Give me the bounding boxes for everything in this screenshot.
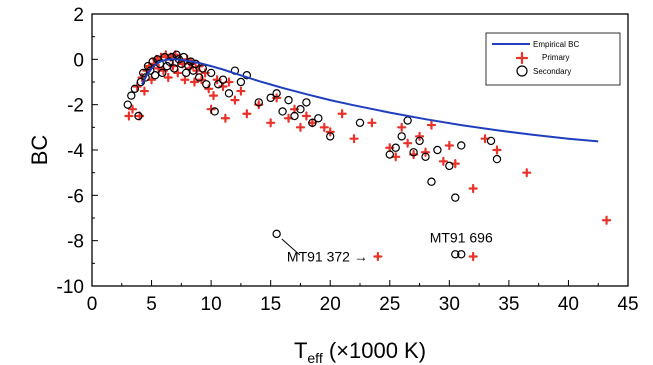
secondary-point bbox=[458, 142, 465, 149]
primary-point bbox=[404, 140, 411, 147]
y-tick-label: -8 bbox=[67, 232, 84, 253]
secondary-point bbox=[446, 162, 453, 169]
primary-point bbox=[523, 169, 530, 176]
annotation-label: MT91 372 → bbox=[287, 249, 368, 265]
secondary-point bbox=[279, 108, 286, 115]
secondary-point bbox=[124, 101, 131, 108]
x-tick-label: 0 bbox=[87, 294, 98, 315]
primary-point bbox=[297, 124, 304, 131]
x-tick-label: 45 bbox=[617, 294, 638, 315]
primary-point bbox=[237, 88, 244, 95]
primary-point bbox=[368, 119, 375, 126]
primary-point bbox=[267, 119, 274, 126]
secondary-point bbox=[398, 133, 405, 140]
y-tick-label: 2 bbox=[73, 5, 84, 26]
secondary-point bbox=[273, 230, 280, 237]
secondary-point bbox=[237, 78, 244, 85]
y-tick-label: -10 bbox=[57, 277, 84, 298]
primary-point bbox=[222, 115, 229, 122]
x-tick-label: 15 bbox=[260, 294, 281, 315]
legend: Empirical BC Primary Secondary bbox=[486, 33, 620, 85]
secondary-point bbox=[182, 69, 189, 76]
primary-point bbox=[141, 88, 148, 95]
primary-point bbox=[493, 147, 500, 154]
x-axis-ticks: 0 5 10 15 20 25 30 35 40 45 bbox=[87, 280, 639, 315]
primary-point bbox=[231, 97, 238, 104]
secondary-point bbox=[493, 155, 500, 162]
y-tick-label: -6 bbox=[67, 186, 84, 207]
primary-point bbox=[351, 135, 358, 142]
y-tick-label: -2 bbox=[67, 96, 84, 117]
legend-primary-label: Primary bbox=[542, 53, 570, 62]
primary-point bbox=[181, 76, 188, 83]
secondary-point bbox=[303, 99, 310, 106]
y-tick-label: -4 bbox=[67, 141, 84, 162]
primary-point bbox=[125, 113, 132, 120]
y-axis-title: BC bbox=[27, 135, 52, 166]
y-tick-label: 0 bbox=[73, 50, 84, 71]
primary-point bbox=[339, 110, 346, 117]
x-tick-label: 5 bbox=[146, 294, 157, 315]
x-tick-label: 40 bbox=[558, 294, 579, 315]
secondary-point bbox=[434, 146, 441, 153]
primary-point bbox=[470, 253, 477, 260]
secondary-point bbox=[128, 92, 135, 99]
secondary-point bbox=[225, 90, 232, 97]
x-axis-title: Teff (×1000 K) bbox=[294, 338, 426, 365]
primary-point bbox=[303, 113, 310, 120]
primary-point bbox=[321, 124, 328, 131]
x-axis-title-rest: (×1000 K) bbox=[323, 338, 426, 363]
primary-point bbox=[470, 185, 477, 192]
primary-point bbox=[398, 124, 405, 131]
primary-point bbox=[243, 110, 250, 117]
x-tick-label: 20 bbox=[320, 294, 341, 315]
secondary-point bbox=[404, 117, 411, 124]
secondary-point bbox=[356, 119, 363, 126]
x-axis-title-sub: eff bbox=[307, 350, 322, 365]
annotations: MT91 372 → MT91 696 bbox=[282, 229, 493, 264]
annotation-label: MT91 696 bbox=[430, 229, 493, 245]
secondary-point bbox=[487, 137, 494, 144]
x-tick-label: 25 bbox=[379, 294, 400, 315]
primary-point bbox=[374, 253, 381, 260]
secondary-point bbox=[428, 178, 435, 185]
x-axis-title-main: T bbox=[294, 338, 307, 363]
secondary-point bbox=[152, 72, 159, 79]
x-tick-label: 30 bbox=[439, 294, 460, 315]
primary-point bbox=[603, 217, 610, 224]
secondary-point bbox=[315, 115, 322, 122]
x-tick-label: 10 bbox=[201, 294, 222, 315]
primary-point bbox=[446, 142, 453, 149]
primary-point bbox=[428, 122, 435, 129]
secondary-point bbox=[452, 194, 459, 201]
secondary-series bbox=[124, 51, 500, 258]
x-tick-label: 35 bbox=[498, 294, 519, 315]
primary-point bbox=[210, 92, 217, 99]
secondary-point bbox=[285, 97, 292, 104]
legend-secondary-label: Secondary bbox=[533, 67, 571, 76]
legend-curve-label: Empirical BC bbox=[533, 40, 579, 49]
